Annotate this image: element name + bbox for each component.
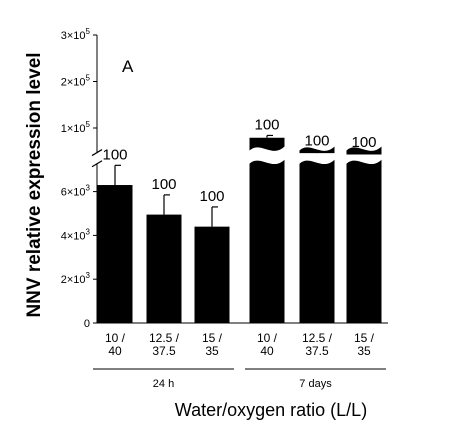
- x-tick-label: 10 /: [105, 331, 126, 345]
- x-tick-label: 10 /: [257, 331, 278, 345]
- data-label: 100: [254, 116, 279, 133]
- bar: [97, 185, 133, 323]
- y-tick-label: 2×105: [61, 74, 91, 89]
- x-tick-label: 12.5 /: [149, 331, 180, 345]
- group-brackets: 24 h 7 days: [93, 368, 386, 390]
- x-tick-label: 35: [357, 344, 371, 358]
- y-tick-labels: 0 2×103 4×103 6×103 1×105 2×105 3×105: [61, 27, 97, 330]
- bars: [97, 137, 382, 323]
- bar-upper: [346, 146, 382, 155]
- y-axis-label: NNV relative expression level: [24, 52, 45, 317]
- bar: [146, 214, 182, 323]
- data-label: 100: [304, 133, 329, 150]
- x-tick-label: 37.5: [305, 344, 329, 358]
- bar-upper: [299, 146, 335, 154]
- group-label: 7 days: [299, 378, 332, 390]
- data-label: 100: [199, 188, 224, 205]
- axes: [96, 35, 388, 324]
- data-label: 100: [102, 146, 127, 163]
- x-tick-label: 37.5: [152, 344, 176, 358]
- x-tick-label: 35: [205, 344, 219, 358]
- panel-label: A: [122, 57, 134, 76]
- y-tick-label: 2×103: [61, 271, 91, 286]
- x-tick-label: 40: [108, 344, 122, 358]
- data-labels: 100 100 100 100 100 100: [102, 116, 376, 204]
- bar: [194, 226, 230, 323]
- y-tick-label: 1×105: [61, 120, 91, 135]
- x-tick-label: 15 /: [202, 331, 223, 345]
- y-tick-label: 6×103: [61, 184, 91, 199]
- x-axis-label: Water/oxygen ratio (L/L): [175, 400, 367, 420]
- group-label: 24 h: [153, 378, 174, 390]
- x-tick-label: 12.5 /: [302, 331, 333, 345]
- y-tick-label: 0: [84, 318, 90, 330]
- y-tick-label: 3×105: [61, 27, 91, 42]
- error-bars: [114, 134, 370, 227]
- x-tick-label: 40: [260, 344, 274, 358]
- bar: [346, 159, 382, 323]
- bar: [249, 159, 285, 323]
- data-label: 100: [351, 134, 376, 151]
- data-label: 100: [151, 176, 176, 193]
- x-tick-label: 15 /: [354, 331, 375, 345]
- bar: [299, 159, 335, 323]
- y-tick-label: 4×103: [61, 227, 91, 242]
- bar-upper: [249, 137, 285, 151]
